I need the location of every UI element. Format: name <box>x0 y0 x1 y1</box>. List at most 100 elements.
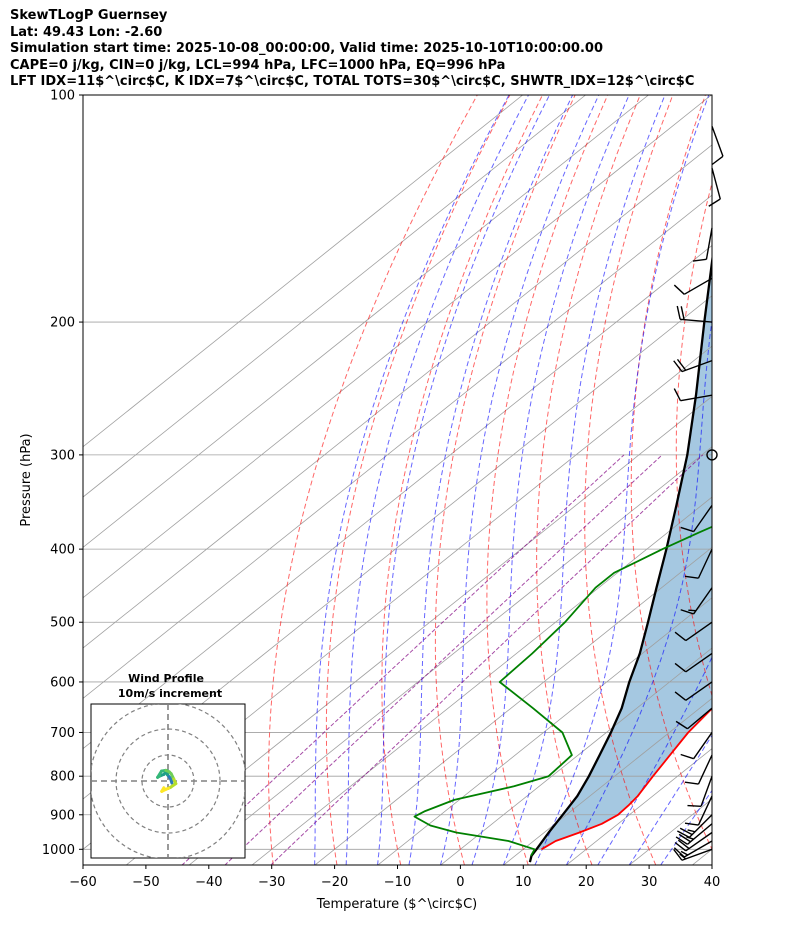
wind-barb-feather <box>692 258 707 262</box>
hodograph-segment <box>160 786 166 793</box>
isotherm-line <box>83 95 712 599</box>
wind-barb-feather <box>680 753 694 760</box>
wind-barb-feather <box>680 306 685 320</box>
wind-barb-feather <box>677 839 690 850</box>
isotherm-line <box>83 95 586 498</box>
wind-barb-feather <box>680 850 689 856</box>
wind-barb-feather <box>675 836 688 845</box>
x-tick-label: −60 <box>69 875 96 890</box>
isotherm-line <box>565 748 712 865</box>
wind-barb <box>673 388 713 402</box>
parcel-profile-line <box>528 253 712 863</box>
isotherm-line <box>83 144 712 649</box>
y-tick-label: 600 <box>50 675 75 690</box>
hodograph: Wind Profile 10m/s increment <box>90 672 246 859</box>
cape-line: CAPE=0 j/kg, CIN=0 j/kg, LCL=994 hPa, LF… <box>10 57 506 73</box>
x-tick-label: −50 <box>132 875 159 890</box>
y-tick-label: 900 <box>50 808 75 823</box>
wind-barb-staff <box>680 394 713 402</box>
wind-barb-staff <box>687 707 713 730</box>
wind-barb-calm <box>706 449 718 461</box>
x-tick-label: −40 <box>195 875 222 890</box>
x-axis-label: Temperature ($^\circ$C) <box>316 897 477 912</box>
dry-adiabat <box>762 95 794 865</box>
wind-barb-feather <box>687 829 696 833</box>
wind-barb <box>680 732 713 760</box>
wind-barb <box>673 848 713 861</box>
chart-header: SkewTLogP Guernsey Lat: 49.43 Lon: -2.60… <box>10 8 694 91</box>
wind-barb-feather <box>674 662 687 673</box>
wind-barb-staff <box>693 504 713 533</box>
isotherm-line <box>251 496 712 865</box>
wind-barb <box>711 125 724 166</box>
x-tick-label: 20 <box>578 875 595 890</box>
wind-barb-feather <box>711 155 724 166</box>
moist-adiabat <box>502 95 666 865</box>
x-tick-label: 0 <box>456 875 464 890</box>
isotherm-line <box>83 194 712 699</box>
y-tick-label: 400 <box>50 543 75 558</box>
wind-barb-feather <box>679 853 687 860</box>
wind-barb-feather <box>680 526 694 533</box>
isotherm-line <box>83 95 649 548</box>
wind-barb-feather <box>677 830 690 839</box>
time-line: Simulation start time: 2025-10-08_00:00:… <box>10 41 603 56</box>
wind-barb-feather <box>673 388 682 402</box>
isotherm-line <box>83 95 523 448</box>
wind-barb-feather <box>673 848 683 861</box>
y-tick-label: 800 <box>50 770 75 785</box>
wind-barb-staff <box>681 359 713 373</box>
wind-barb-staff <box>681 848 713 861</box>
x-tick-label: −20 <box>321 875 348 890</box>
moist-adiabat <box>408 95 574 865</box>
dry-adiabat <box>325 95 511 865</box>
wind-barb <box>675 823 713 845</box>
dry-adiabat <box>381 95 543 865</box>
wind-barb <box>675 707 713 730</box>
x-tick-label: 40 <box>704 875 721 890</box>
wind-barb <box>684 754 713 785</box>
isotherm-line <box>377 597 712 865</box>
x-tick-label: −30 <box>258 875 285 890</box>
mixing-ratio-line <box>224 454 663 865</box>
mixing-ratio-line <box>181 454 625 865</box>
wind-barb-feather <box>673 284 685 295</box>
wind-barb-feather <box>674 691 687 701</box>
y-tick-label: 500 <box>50 616 75 631</box>
wind-barb-staff <box>693 732 713 760</box>
wind-barb <box>687 775 713 807</box>
temperature-profile-line <box>541 707 712 851</box>
y-tick-label: 200 <box>50 316 75 331</box>
dry-adiabat <box>584 95 674 865</box>
wind-barb-feather <box>684 822 699 826</box>
moist-adiabat <box>314 95 510 865</box>
dry-adiabat <box>536 95 641 865</box>
wind-barb-staff <box>687 823 713 845</box>
moist-adiabat <box>565 316 712 865</box>
wind-barb <box>674 652 713 673</box>
wind-barb-staff <box>685 652 713 673</box>
wind-barb-staff <box>688 814 713 838</box>
moist-adiabat <box>471 95 630 865</box>
wind-barb-feather <box>708 198 721 207</box>
wind-barb-feather <box>679 827 693 836</box>
isotherm-line <box>314 546 712 865</box>
wind-barb <box>680 587 713 615</box>
wind-barb-feather <box>674 631 687 642</box>
x-tick-label: −10 <box>384 875 411 890</box>
wind-barb-feather <box>678 833 691 843</box>
wind-barb-feather <box>673 360 683 373</box>
mixing-ratio-line <box>270 454 704 865</box>
wind-barb-staff <box>711 125 724 157</box>
wind-barb <box>673 277 713 295</box>
wind-barb-feather <box>687 804 702 807</box>
hodograph-subtitle: 10m/s increment <box>118 687 222 700</box>
wind-barb <box>674 681 713 701</box>
x-tick-label: 30 <box>641 875 658 890</box>
dry-adiabat <box>434 95 576 865</box>
wind-barb-staff <box>700 775 713 807</box>
dewpoint-profile-line <box>413 525 712 857</box>
isotherm-line <box>440 647 712 865</box>
wind-barb <box>674 621 713 642</box>
wind-barb-staff <box>685 621 713 642</box>
